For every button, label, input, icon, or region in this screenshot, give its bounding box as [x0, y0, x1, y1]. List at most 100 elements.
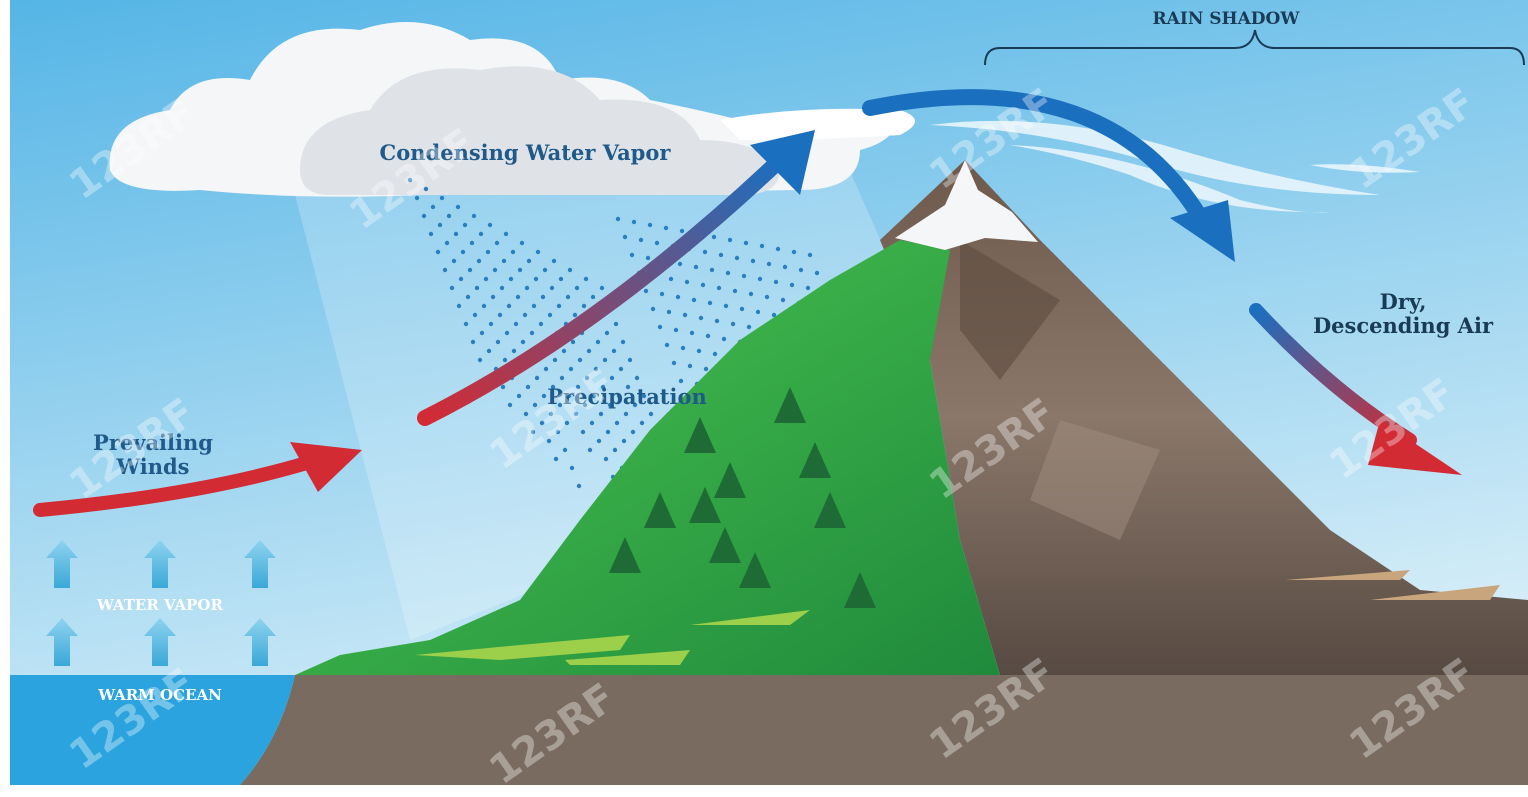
rain-drop — [730, 321, 736, 327]
rain-drop — [470, 339, 476, 345]
rain-drop — [632, 402, 638, 408]
rain-drop — [718, 252, 724, 258]
rain-drop — [791, 249, 797, 255]
rain-drop — [623, 411, 629, 417]
rain-drop — [574, 285, 580, 291]
rain-drop — [481, 303, 487, 309]
rain-drop — [572, 312, 578, 318]
rain-drop — [587, 447, 593, 453]
rain-drop — [423, 186, 429, 192]
prevailing-label: Winds — [116, 454, 190, 479]
rain-drop — [657, 324, 663, 330]
water-vapor-arrows — [46, 540, 276, 666]
rain-drop — [564, 420, 570, 426]
rain-drop — [609, 375, 615, 381]
warm-ocean-label: WARM OCEAN — [97, 686, 222, 704]
rain-drop — [555, 429, 561, 435]
rain-drop — [711, 234, 717, 240]
rising-air-arrow — [417, 152, 788, 426]
rain-drop — [531, 303, 537, 309]
rain-drop — [472, 312, 478, 318]
vapor-arrow — [244, 540, 276, 588]
rain-drop — [538, 321, 544, 327]
rain-drop — [458, 276, 464, 282]
rain-drop — [714, 318, 720, 324]
rain-drop — [613, 321, 619, 327]
rain-drop — [771, 312, 777, 318]
rain-drop — [773, 279, 779, 285]
tree — [684, 417, 716, 453]
rain-drop — [775, 246, 781, 252]
rain-drop — [517, 267, 523, 273]
rain-drop — [764, 294, 770, 300]
rain-drop — [591, 393, 597, 399]
rain-drop — [677, 261, 683, 267]
rain-drop — [507, 402, 513, 408]
rain-drop — [497, 312, 503, 318]
rain-drop — [569, 465, 575, 471]
dry-mountain — [880, 160, 1528, 675]
rain-drop — [603, 456, 609, 462]
rain-drop — [673, 327, 679, 333]
rain-drop — [583, 276, 589, 282]
rain-drop — [462, 222, 468, 228]
rain-drop — [513, 321, 519, 327]
rain-drop — [453, 231, 459, 237]
vapor-arrow — [144, 540, 176, 588]
rain-drop — [558, 276, 564, 282]
rain-drop — [741, 273, 747, 279]
rain-drop — [679, 228, 685, 234]
rain-drop — [540, 294, 546, 300]
rain-drop — [492, 267, 498, 273]
rain-drop — [757, 276, 763, 282]
rain-drop — [550, 384, 556, 390]
tree — [844, 572, 876, 608]
rain-drop — [546, 438, 552, 444]
rain-drop — [490, 294, 496, 300]
rain-drop — [621, 438, 627, 444]
rain-drop — [449, 285, 455, 291]
rain-drop — [444, 240, 450, 246]
rain-drop — [746, 324, 752, 330]
rain-drop — [463, 321, 469, 327]
rain-drop — [620, 339, 626, 345]
rain-drop — [570, 339, 576, 345]
rain-drop — [807, 252, 813, 258]
rain-drop — [634, 375, 640, 381]
grass — [415, 570, 1500, 665]
rain-drop — [516, 393, 522, 399]
water-vapor-label: WATER VAPOR — [96, 596, 223, 614]
rain-drop — [557, 402, 563, 408]
rain-drop — [525, 384, 531, 390]
rain-drop — [467, 267, 473, 273]
rain-drop — [548, 411, 554, 417]
rain-drop — [586, 348, 592, 354]
rain-drop — [716, 285, 722, 291]
rain-drop — [755, 309, 761, 315]
rain-drop — [562, 447, 568, 453]
rain-drop — [629, 252, 635, 258]
rain-drop — [664, 342, 670, 348]
rain-drop — [705, 333, 711, 339]
rain-drop — [638, 237, 644, 243]
rain-drop — [750, 258, 756, 264]
rain-drop — [593, 366, 599, 372]
rain-drop — [577, 357, 583, 363]
rain-drop — [707, 300, 713, 306]
rain-drop — [618, 366, 624, 372]
rain-drop — [612, 447, 618, 453]
ocean — [10, 675, 295, 785]
rain-drop — [474, 285, 480, 291]
rain-drop — [486, 348, 492, 354]
tree — [714, 462, 746, 498]
arrowhead — [290, 442, 362, 492]
rain-drop — [581, 303, 587, 309]
rain-drop — [798, 267, 804, 273]
rain-drop — [727, 237, 733, 243]
rain-drop — [479, 330, 485, 336]
vapor-arrow — [144, 618, 176, 666]
rain-drop — [565, 294, 571, 300]
rain-drop — [547, 312, 553, 318]
rain-drop — [607, 402, 613, 408]
